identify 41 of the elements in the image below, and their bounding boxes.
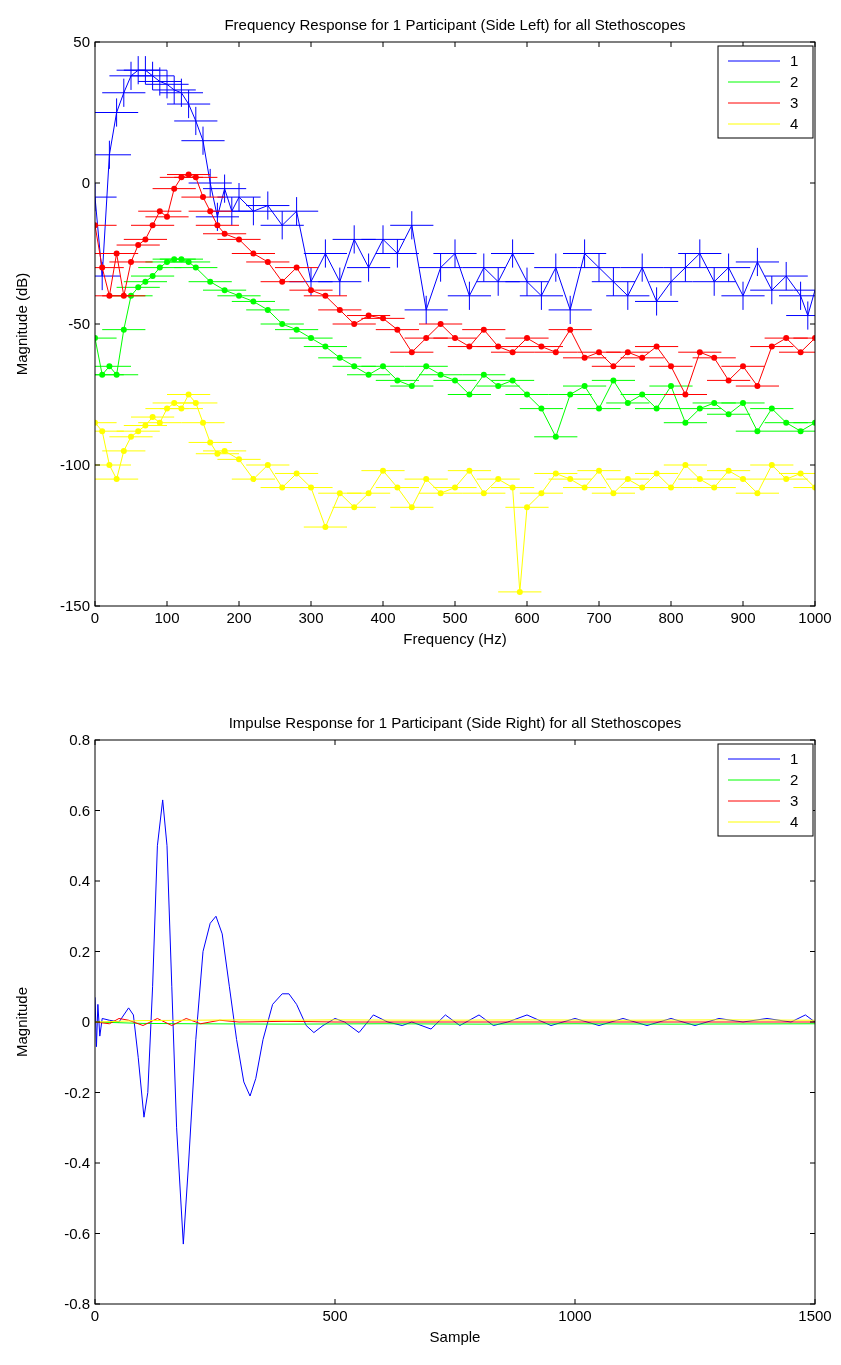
chart-title: Impulse Response for 1 Participant (Side Right) for all Stethoscopes [228,714,682,731]
y-tick-label: -150 [59,597,90,614]
legend-label: 2 [790,771,799,788]
x-tick-label: 300 [298,609,324,626]
x-tick-label: 900 [730,609,756,626]
y-tick-label: 50 [73,33,90,50]
x-axis-title: Sample [429,1328,481,1345]
y-tick-label: 0.8 [69,731,90,748]
chart-title: Frequency Response for 1 Participant (Side Left) for all Stethoscopes [224,16,686,33]
y-tick-label: -50 [68,315,90,332]
y-axis-title: Magnitude [13,986,30,1058]
x-tick-label: 1000 [798,609,832,626]
y-tick-label: -0.8 [64,1295,90,1312]
x-tick-label: 500 [322,1307,348,1324]
x-tick-label: 100 [154,609,180,626]
y-tick-label: -0.2 [64,1083,90,1101]
y-tick-label: -100 [59,456,90,473]
legend-label: 1 [790,52,799,69]
legend-label: 3 [790,792,799,809]
legend-label: 4 [790,115,799,132]
legend-label: 2 [790,73,799,90]
x-tick-label: 700 [586,609,612,626]
x-tick-label: 400 [370,609,396,626]
legend-label: 3 [790,94,799,111]
y-tick-label: 0 [81,1013,90,1030]
x-tick-label: 200 [226,609,252,626]
x-tick-label: 1000 [558,1307,592,1324]
x-tick-label: 1500 [798,1307,832,1324]
legend-label: 1 [790,750,799,767]
y-tick-label: 0.2 [69,942,90,960]
y-tick-label: 0 [81,174,90,191]
x-tick-label: 500 [442,609,468,626]
y-tick-label: -0.6 [64,1224,90,1242]
legend-label: 4 [790,813,799,830]
x-tick-label: 600 [514,609,540,626]
y-tick-label: 0.6 [69,801,90,819]
y-axis-title: Magnitude (dB) [13,272,30,376]
y-tick-label: 0.4 [69,872,90,889]
x-axis-title: Frequency (Hz) [403,630,507,647]
y-tick-label: -0.4 [64,1154,90,1171]
x-tick-label: 800 [658,609,684,626]
